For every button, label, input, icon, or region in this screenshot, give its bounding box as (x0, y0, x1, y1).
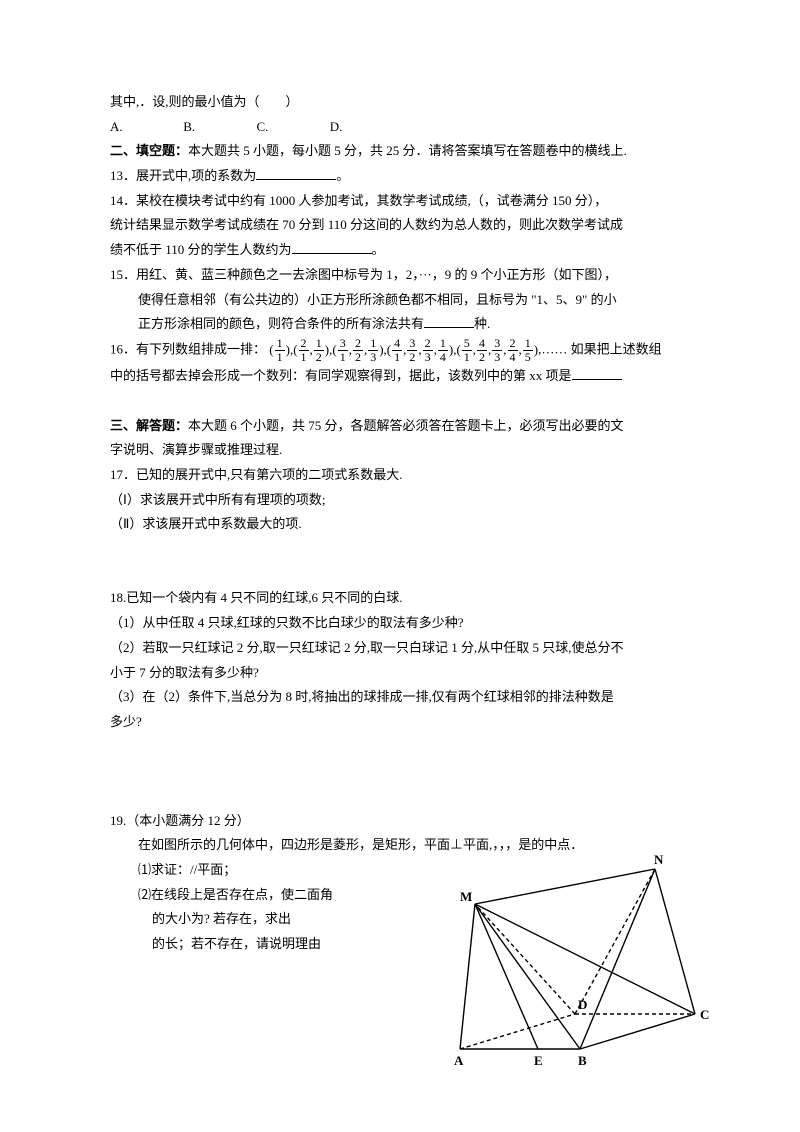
q13-tail: 。 (336, 168, 349, 183)
label-E: E (534, 1053, 543, 1068)
frac-groups: (11),(21,12),(31,22,13),(41,32,23,14),(5… (269, 342, 538, 357)
choice-a: A. (110, 115, 180, 140)
section2-heading: 二、填空题：本大题共 5 小题，每小题 5 分，共 25 分．请将答案填写在答题… (110, 139, 690, 164)
q13-blank (256, 166, 336, 180)
q18-line4: 小于 7 分的取法有多少种? (110, 661, 690, 686)
section2-heading-bold: 二、填空题： (110, 143, 188, 158)
label-N: N (654, 852, 664, 867)
q15-line3-text: 正方形涂相同的颜色，则符合条件的所有涂法共有 (138, 316, 424, 331)
q18-line1: 18.已知一个袋内有 4 只不同的红球,6 只不同的白球. (110, 586, 690, 611)
q14-line3: 绩不低于 110 分的学生人数约为 。 (110, 238, 690, 263)
geometry-diagram: A E B C D M N (430, 849, 720, 1079)
preamble-line: 其中,．设,则的最小值为（ ） (110, 90, 690, 115)
label-A: A (454, 1053, 464, 1068)
choice-b: B. (183, 115, 253, 140)
q17-line3: （Ⅱ）求该展开式中系数最大的项. (110, 512, 690, 537)
preamble-choices: A. B. C. D. (110, 115, 690, 140)
label-B: B (578, 1053, 587, 1068)
q13: 13．展开式中,项的系数为 。 (110, 164, 690, 189)
q14-line2: 统计结果显示数学考试成绩在 70 分到 110 分这间的人数约为总人数的，则此次… (110, 213, 690, 238)
q14-blank (292, 240, 372, 254)
q16-groups-tail: ,…… 如果把上述数组 (538, 342, 662, 357)
q16-line1a: 16．有下列数组排成一排： (110, 342, 266, 357)
q17-line2: （Ⅰ）求该展开式中所有有理项的项数; (110, 488, 690, 513)
q15-line3: 正方形涂相同的颜色，则符合条件的所有涂法共有 种. (110, 312, 690, 337)
q19-head: 19.（本小题满分 12 分） (110, 809, 690, 834)
q18-line6: 多少? (110, 710, 690, 735)
q15-line2: 使得任意相邻（有公共边的）小正方形所涂颜色都不相同，且标号为 "1、5、9" 的… (110, 288, 690, 313)
q16-line1: 16．有下列数组排成一排： (11),(21,12),(31,22,13),(4… (110, 337, 690, 364)
q18-line2: （1）从中任取 4 只球,红球的只数不比白球少的取法有多少种? (110, 611, 690, 636)
q17-line1: 17．已知的展开式中,只有第六项的二项式系数最大. (110, 463, 690, 488)
label-M: M (460, 889, 472, 904)
label-D: D (578, 997, 587, 1012)
section3-desc2: 字说明、演算步骤或推理过程. (110, 438, 690, 463)
q13-text: 13．展开式中,项的系数为 (110, 168, 256, 183)
q15-tail: 种. (474, 316, 490, 331)
section3-heading: 三、解答题：本大题 6 个小题，共 75 分，各题解答必须答在答题卡上，必须写出… (110, 414, 690, 439)
label-C: C (700, 1007, 709, 1022)
section2-desc: 本大题共 5 小题，每小题 5 分，共 25 分．请将答案填写在答题卷中的横线上… (188, 143, 627, 158)
choice-d: D. (330, 115, 400, 140)
q15-line1: 15．用红、黄、蓝三种颜色之一去涂图中标号为 1，2，···，9 的 9 个小正… (110, 263, 690, 288)
q16-blank (572, 366, 622, 380)
q14-line3-text: 绩不低于 110 分的学生人数约为 (110, 242, 292, 257)
q14-line1: 14．某校在模块考试中约有 1000 人参加考试，其数学考试成绩,（，试卷满分 … (110, 189, 690, 214)
q18-line3: （2）若取一只红球记 2 分,取一只红球记 2 分,取一只白球记 1 分,从中任… (110, 636, 690, 661)
q16-line2: 中的括号都去掉会形成一个数列：有同学观察得到，据此，该数列中的第 xx 项是 (110, 364, 690, 389)
choice-c: C. (257, 115, 327, 140)
section3-desc: 本大题 6 个小题，共 75 分，各题解答必须答在答题卡上，必须写出必要的文 (188, 418, 624, 433)
q15-blank (424, 314, 474, 328)
q18-line5: （3）在（2）条件下,当总分为 8 时,将抽出的球排成一排,仅有两个红球相邻的排… (110, 685, 690, 710)
q14-tail: 。 (372, 242, 385, 257)
section3-heading-bold: 三、解答题： (110, 418, 188, 433)
q16-line2a: 中的括号都去掉会形成一个数列：有同学观察得到，据此，该数列中的第 xx 项是 (110, 368, 572, 383)
q19-container: 19.（本小题满分 12 分） 在如图所示的几何体中，四边形是菱形，是矩形，平面… (110, 809, 690, 1059)
